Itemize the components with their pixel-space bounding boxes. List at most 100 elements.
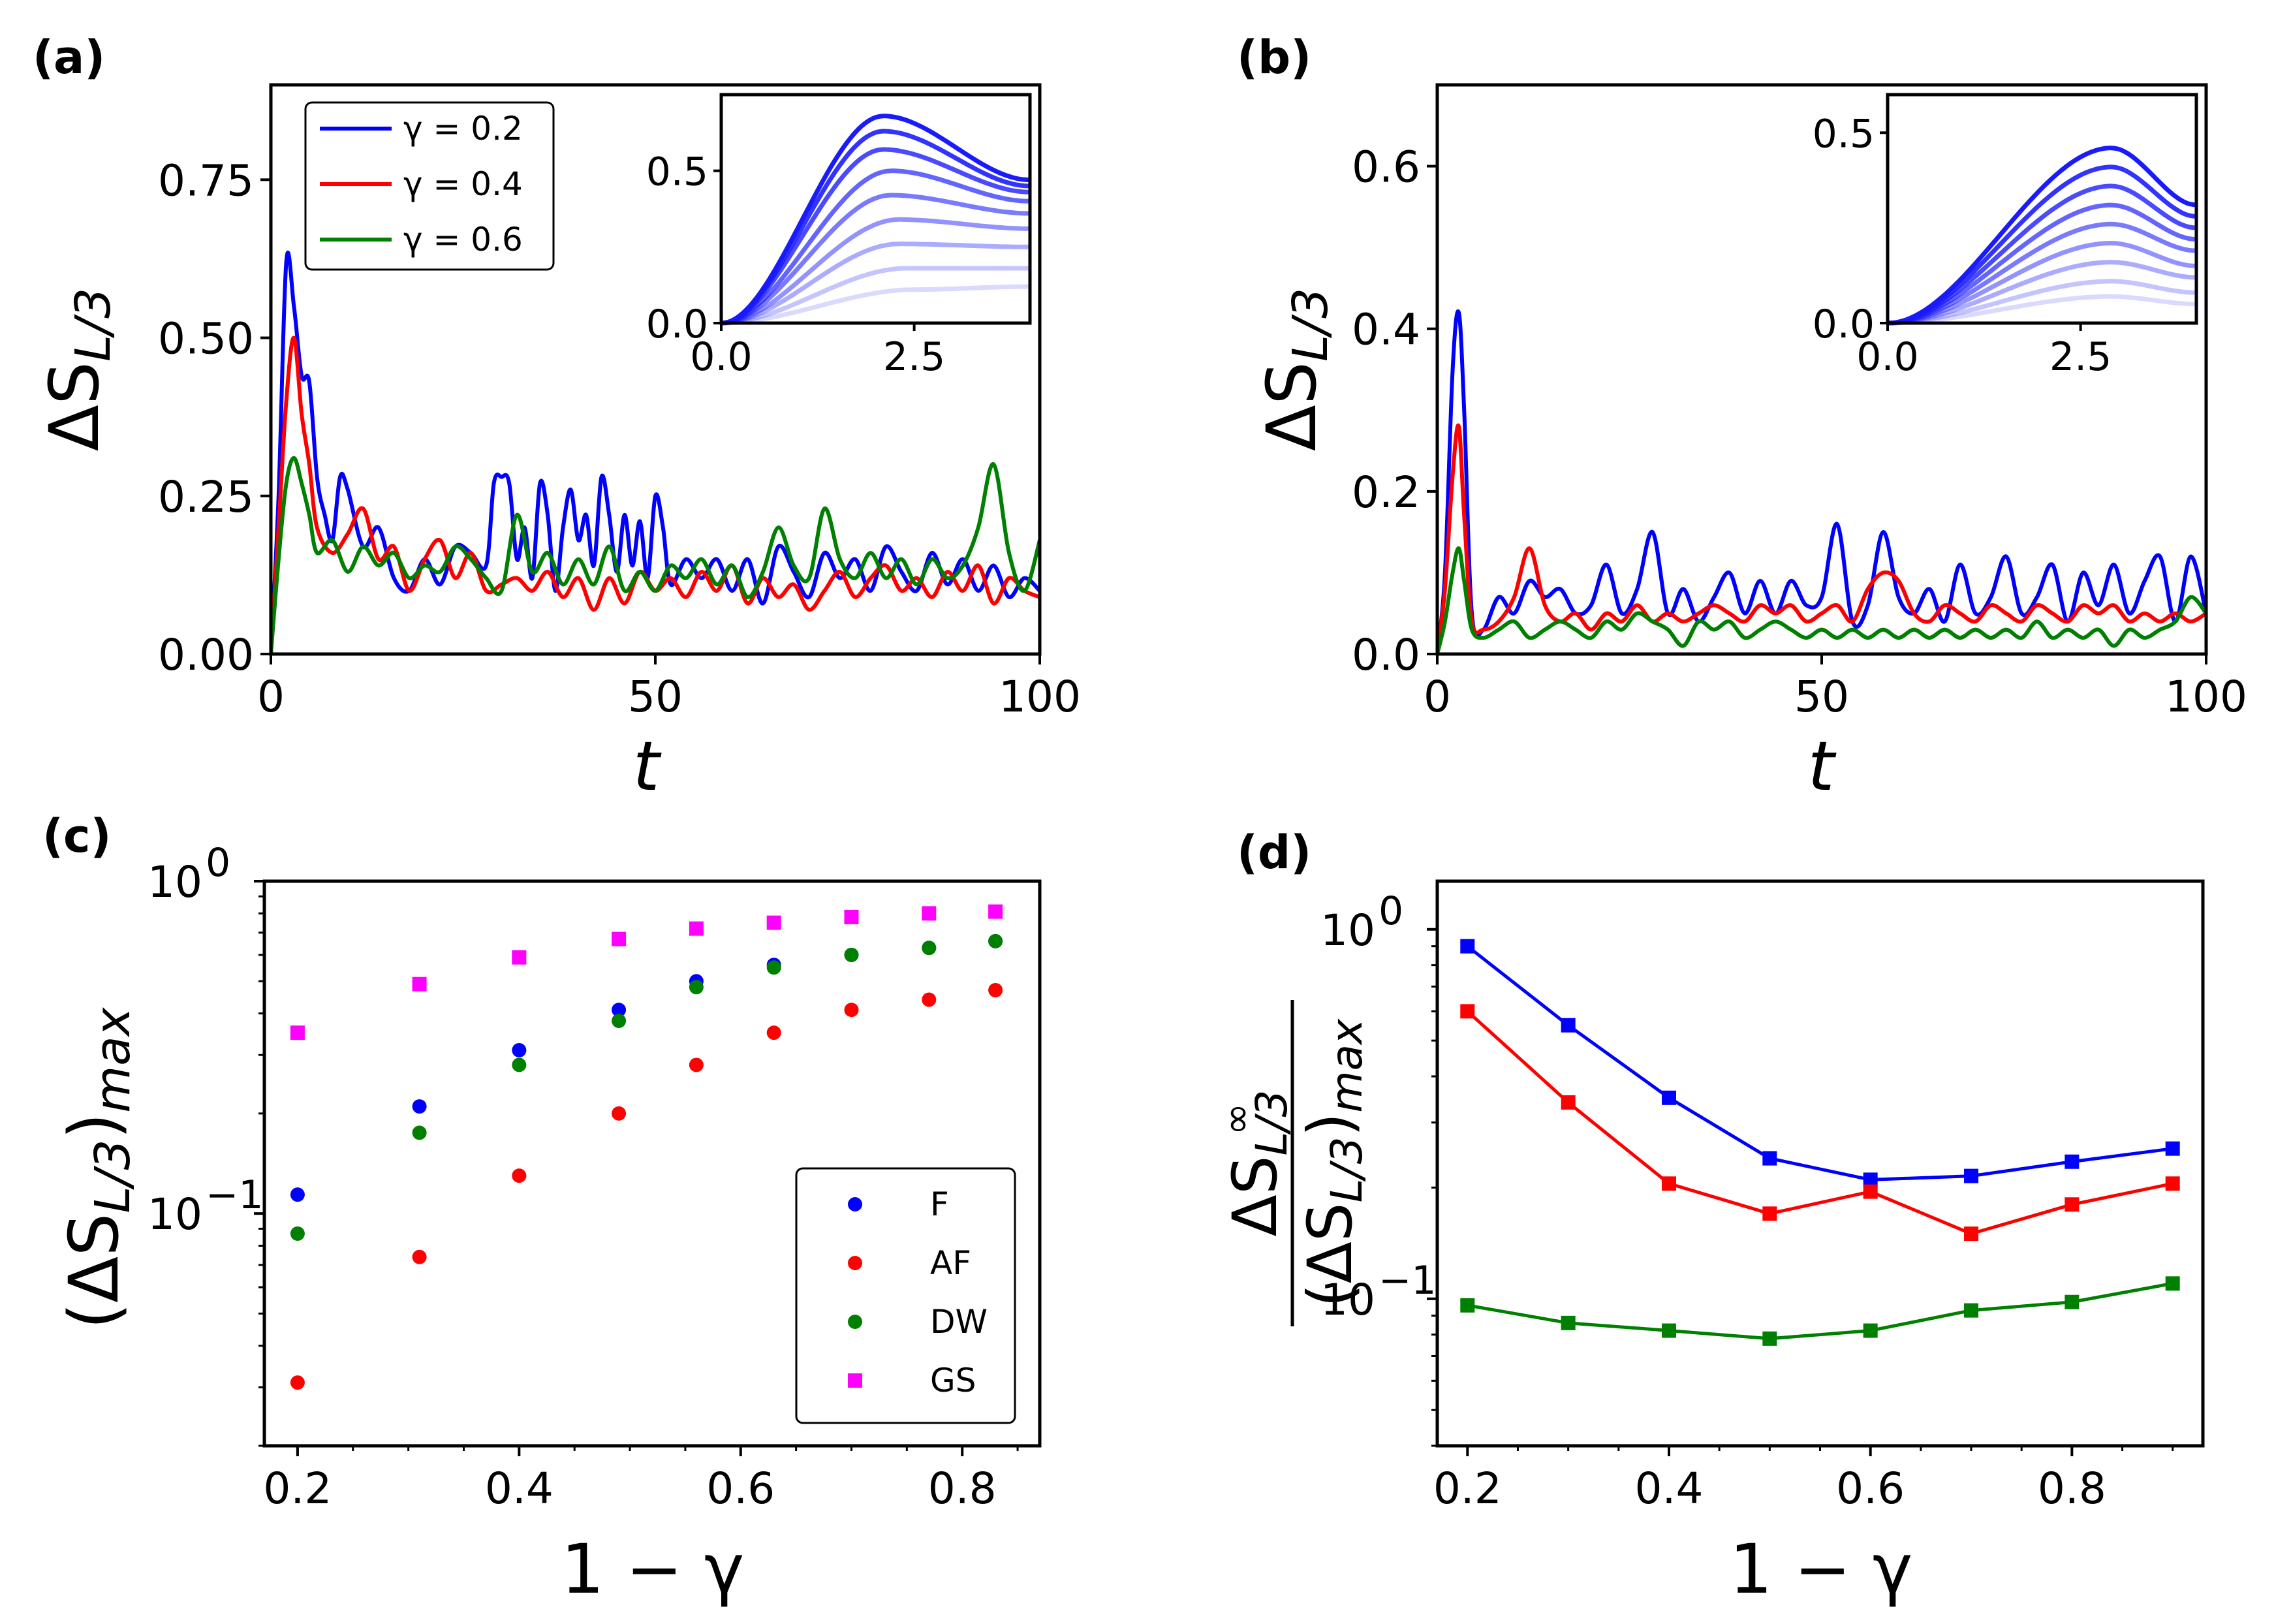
inset-x-tick-label: 2.5 (883, 334, 945, 380)
legend-entry-f: F (930, 1185, 949, 1223)
data-point-f (612, 1003, 627, 1018)
data-point-dw (922, 941, 937, 956)
panel-b-inset: 0.0 0.5 0.0 2.5 (1813, 93, 2198, 380)
inset-curve (1887, 260, 2197, 326)
data-point-af (922, 992, 937, 1007)
data-point-dw (512, 1057, 527, 1072)
data-point-gs (689, 921, 704, 936)
inset-curve (1887, 202, 2197, 326)
panel-a-inset: 0.0 0.5 0.0 2.5 (646, 93, 1032, 380)
legend-entry-gamma-0.4: γ = 0.4 (403, 165, 523, 203)
y-tick-label: 10 (148, 1189, 202, 1240)
data-point-f (2065, 1154, 2080, 1169)
y-tick-label: 0.25 (158, 472, 254, 522)
y-tick-exponent: 0 (206, 840, 230, 886)
inset-curve (1887, 240, 2197, 326)
data-point-dw (766, 960, 781, 975)
data-point-f (290, 1187, 305, 1202)
inset-y-tick-label: 0.0 (1813, 302, 1875, 347)
inset-curve (721, 193, 1031, 326)
data-point-f (1964, 1168, 1979, 1183)
panel-a-inset-curves (721, 114, 1031, 326)
legend-entry-gamma-0.2: γ = 0.2 (403, 110, 523, 148)
x-tick-label: 50 (1794, 672, 1849, 722)
panel-d-frame (1435, 879, 2205, 1448)
inset-frame (719, 93, 1032, 325)
x-tick-label: 0.8 (2038, 1463, 2106, 1514)
data-point-af (512, 1168, 527, 1183)
x-tick-label: 0.6 (1836, 1463, 1905, 1514)
data-point-f (512, 1042, 527, 1057)
legend-entry-dw: DW (930, 1303, 988, 1341)
panel-b: 0.0 0.2 0.4 0.6 0 50 100 t ΔSL/3 0.0 0.5 0.0 2.5 (1252, 83, 2247, 806)
x-tick-label: 100 (2165, 672, 2247, 722)
panel-b-inset-ticks: 0.0 0.5 0.0 2.5 (1813, 111, 2112, 380)
y-tick-label: 10 (148, 857, 202, 907)
inset-curve (1887, 221, 2197, 326)
x-tick-label: 0 (1424, 672, 1451, 722)
data-point-af (1561, 1095, 1576, 1110)
data-point-dw (1863, 1323, 1878, 1338)
data-point-dw (988, 933, 1003, 948)
series-line-f (1466, 945, 2174, 1181)
data-point-f (1661, 1090, 1676, 1105)
data-point-dw (612, 1013, 627, 1028)
x-tick-label: 0.2 (1433, 1463, 1502, 1514)
panel-a-inset-ticks: 0.0 0.5 0.0 2.5 (646, 149, 946, 380)
y-tick-exponent: −1 (206, 1172, 263, 1218)
y-tick-label: 0.75 (158, 155, 254, 206)
x-tick-label: 0.4 (1635, 1463, 1704, 1514)
x-tick-label: 0.8 (928, 1463, 997, 1514)
data-point-dw (1460, 1298, 1475, 1313)
y-tick-label: 0.00 (158, 630, 254, 680)
inset-curve (721, 147, 1031, 326)
panel-label-d: (d) (1237, 826, 1311, 879)
legend-marker (848, 1315, 862, 1329)
series-line-dw (1467, 1281, 2174, 1341)
panel-b-ylabel: ΔSL/3 (1252, 288, 1339, 451)
panel-d-ylabel-denominator: (ΔSL/3)max (1295, 1018, 1372, 1307)
inset-curve (721, 217, 1031, 326)
panel-b-series (1437, 309, 2206, 654)
x-tick-label: 0.6 (706, 1463, 775, 1514)
legend-box (795, 1167, 1016, 1424)
legend-entry-af: AF (930, 1244, 971, 1282)
inset-curve (721, 168, 1031, 326)
data-point-gs (612, 931, 627, 946)
data-point-af (1762, 1206, 1777, 1221)
data-point-dw (1561, 1315, 1576, 1330)
inset-x-tick-label: 0.0 (1856, 334, 1918, 380)
x-tick-label: 0.2 (263, 1463, 332, 1514)
data-point-gs (512, 950, 527, 965)
panel-a-legend: γ = 0.2 γ = 0.4 γ = 0.6 (304, 101, 555, 271)
panel-b-inset-curves (1887, 146, 2197, 326)
data-point-af (844, 1003, 859, 1018)
data-point-af (412, 1249, 427, 1264)
data-point-dw (290, 1226, 305, 1241)
y-tick-label: 0.2 (1352, 467, 1420, 518)
data-point-dw (844, 947, 859, 962)
series-line-af (1466, 1010, 2174, 1236)
data-point-gs (844, 909, 859, 924)
panel-a-xlabel: t (633, 726, 662, 806)
panel-d-series (1460, 939, 2180, 1346)
legend-marker (848, 1197, 862, 1211)
data-point-af (612, 1106, 627, 1121)
legend-entry-gs: GS (930, 1362, 976, 1399)
data-point-af (1964, 1226, 1979, 1241)
panel-label-c: (c) (42, 809, 111, 863)
y-tick-label: 0.50 (158, 314, 254, 364)
data-point-gs (412, 976, 427, 992)
y-tick-label: 0.4 (1352, 305, 1420, 355)
inset-y-tick-label: 0.5 (1813, 111, 1875, 157)
series-line-3 (1437, 546, 2206, 654)
panel-a-series (271, 251, 1040, 654)
data-point-af (766, 1025, 781, 1040)
x-tick-label: 50 (628, 672, 683, 722)
data-point-dw (1762, 1331, 1777, 1346)
data-point-af (689, 1057, 704, 1072)
data-point-gs (766, 915, 781, 930)
panel-c-xlabel: 1 − γ (561, 1529, 745, 1609)
